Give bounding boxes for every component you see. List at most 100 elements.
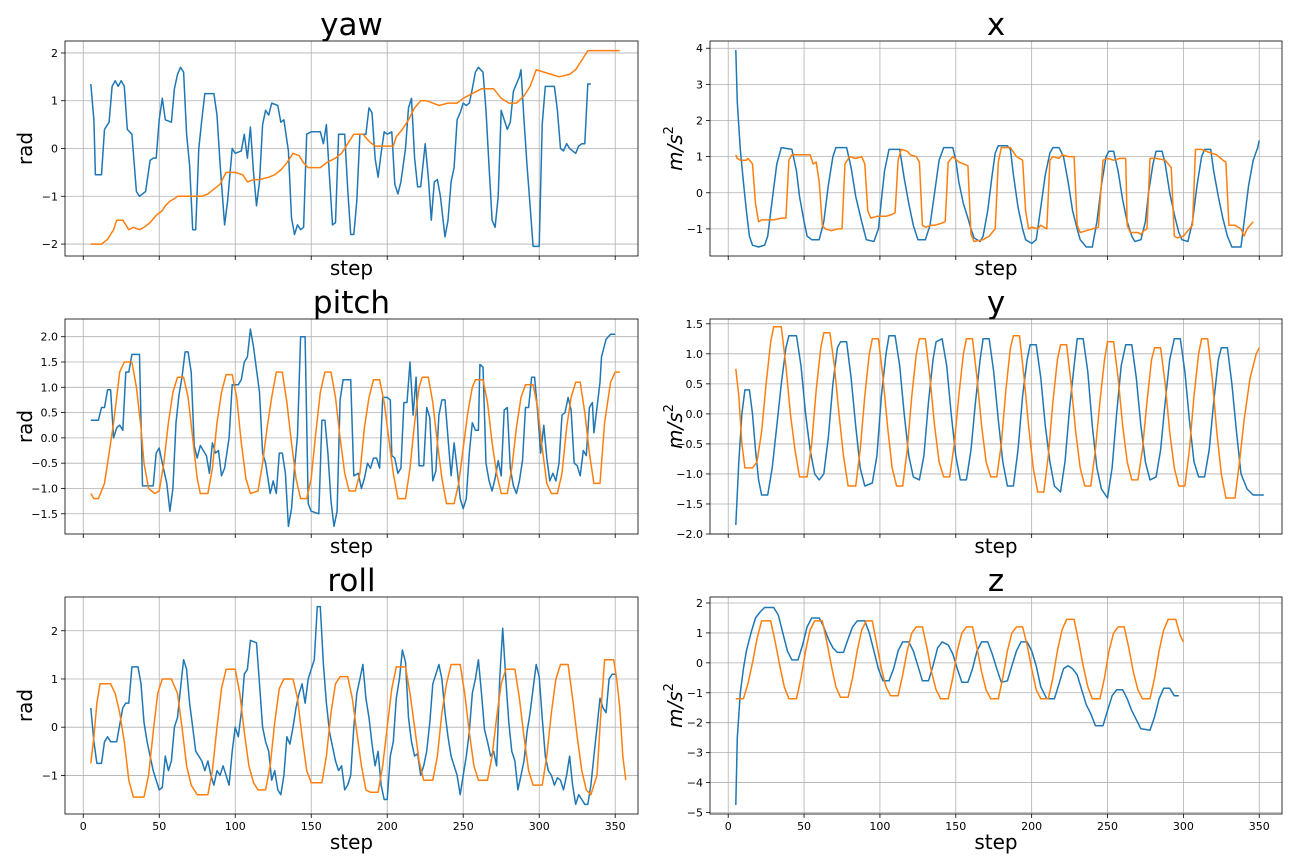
y-tick-label: −3 [687,747,703,760]
y-tick-label: 0.5 [41,407,59,420]
subplot-y: −2.0 −1.5 −1.0 −0.5 0.0 0.5 1.0 1.5 y step m/s2 [662,285,1283,558]
x-axis-label: step [974,256,1017,280]
y-tick-label: 0 [696,657,703,670]
subplot-title: roll [327,563,375,599]
subplot-title: pitch [313,285,390,321]
y-axis-label-exponent: 2 [662,126,677,134]
y-tick-label: 2 [51,47,58,60]
y-tick-label: −1 [687,223,703,236]
axes-frame [709,40,1283,257]
y-tick-label: 0 [51,143,58,156]
x-tick-label: 200 [377,820,398,833]
series-line-1 [735,606,1179,806]
x-axis-label: step [330,534,373,558]
y-tick-label: 1 [51,673,58,686]
y-tick-label: 2 [51,625,58,638]
y-tick-label: −1.5 [31,508,58,521]
y-tick-label: 1.5 [686,318,704,331]
subplot-title: z [988,563,1004,599]
axes-frame [709,596,1283,815]
series-line-1 [735,49,1260,248]
y-axis-label-unit: m/s [663,691,687,728]
x-tick-label: 150 [301,820,322,833]
series-line-1 [90,605,616,806]
x-tick-label: 250 [1097,820,1118,833]
x-tick-label: 300 [529,820,550,833]
subplot-yaw: −2 −1 0 1 2 yaw step rad [13,7,639,280]
y-tick-label: 3 [696,78,703,91]
y-axis-label: m/s2 [662,404,687,449]
x-tick-label: 100 [225,820,246,833]
x-tick-label: 200 [1021,820,1042,833]
y-tick-label: −1.0 [31,482,58,495]
y-tick-label: 0 [696,187,703,200]
y-tick-label: 1.0 [41,381,59,394]
subplot-z: 0 50 100 150 200 250 300 350 −5 −4 −3 −2 −1 0 1 2 z step m… [662,563,1283,854]
y-tick-label: 2 [696,114,703,127]
axes-frame [64,596,639,815]
series-line-2 [90,658,627,798]
axes-frame [64,318,639,535]
x-tick-label: 100 [869,820,890,833]
y-tick-label: 1.0 [686,348,704,361]
subplot-title: yaw [320,7,383,43]
x-tick-label: 50 [797,820,811,833]
x-tick-label: 150 [945,820,966,833]
y-axis-label-unit: m/s [663,412,687,449]
x-tick-label: 250 [453,820,474,833]
subplot-roll: 0 50 100 150 200 250 300 350 −1 0 1 2 roll step rad [13,563,639,854]
y-axis-label: rad [13,132,37,165]
y-tick-label: 2.0 [41,331,59,344]
series-line-2 [735,326,1260,499]
y-tick-label: 0 [51,721,58,734]
x-tick-label: 350 [605,820,626,833]
series-line-2 [735,146,1254,243]
y-tick-label: −2.0 [676,528,703,541]
y-axis-label-exponent: 2 [662,404,677,412]
y-tick-label: −1 [42,190,58,203]
y-tick-label: −4 [687,777,703,790]
subplot-pitch: −1.5 −1.0 −0.5 0.0 0.5 1.0 1.5 2.0 pitch step rad [13,285,639,558]
series-line-2 [90,49,620,245]
y-tick-label: 2 [696,597,703,610]
y-axis-label: rad [13,410,37,443]
y-tick-label: −2 [687,717,703,730]
subplot-title: x [987,7,1005,43]
y-tick-label: −1.0 [676,468,703,481]
y-tick-label: 1 [696,627,703,640]
y-tick-label: −1 [42,769,58,782]
y-axis-label-unit: m/s [663,134,687,171]
x-axis-label: step [330,830,373,854]
series-line-2 [735,618,1185,700]
series-line-1 [90,328,616,528]
y-axis-label-exponent: 2 [662,683,677,691]
y-tick-label: 1.5 [41,356,59,369]
y-tick-label: −1 [687,687,703,700]
y-axis-label: rad [13,689,37,722]
x-tick-label: 300 [1173,820,1194,833]
y-tick-label: −0.5 [31,457,58,470]
y-tick-label: 0.5 [686,378,704,391]
y-tick-label: −1.5 [676,498,703,511]
x-tick-label: 350 [1249,820,1270,833]
x-axis-label: step [974,534,1017,558]
y-tick-label: 0.0 [686,408,704,421]
y-tick-label: 1 [696,151,703,164]
x-tick-label: 0 [80,820,87,833]
series-line-2 [90,361,620,505]
y-axis-label: m/s2 [662,126,687,171]
x-tick-label: 0 [725,820,732,833]
y-tick-label: −0.5 [676,438,703,451]
y-tick-label: −5 [687,807,703,820]
series-line-1 [735,335,1264,526]
x-axis-label: step [974,830,1017,854]
subplot-title: y [987,285,1005,321]
axes-frame [709,318,1283,535]
y-tick-label: 1 [51,95,58,108]
x-axis-label: step [330,256,373,280]
y-tick-label: 0.0 [41,432,59,445]
y-tick-label: −2 [42,238,58,251]
series-line-1 [90,66,591,248]
